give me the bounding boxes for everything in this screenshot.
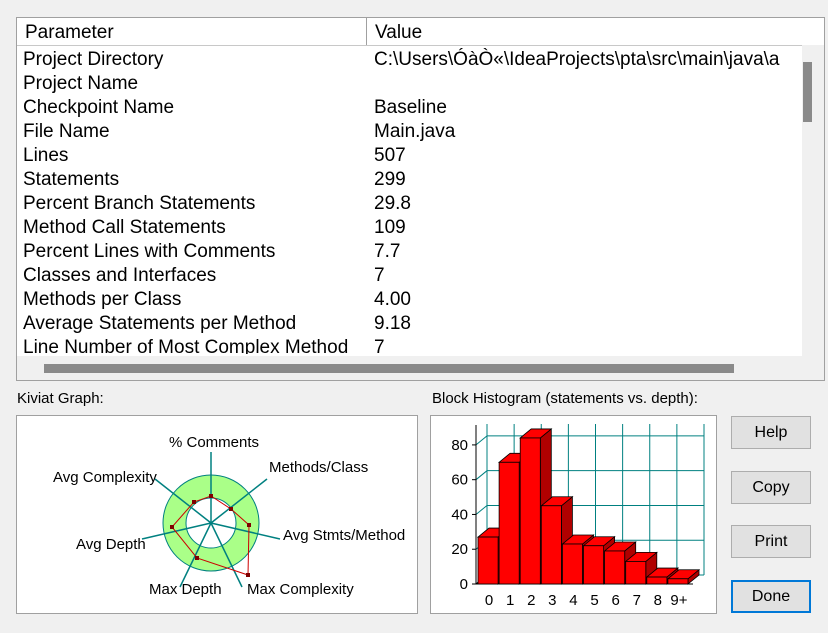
kiviat-svg: % Comments Methods/Class Avg Stmts/Metho… <box>53 434 405 598</box>
parameter-cell: Line Number of Most Complex Method <box>23 337 349 354</box>
x-tick-label: 6 <box>611 592 619 609</box>
parameter-cell: Statements <box>23 169 120 190</box>
x-tick-label: 3 <box>548 592 556 609</box>
y-tick-label: 80 <box>451 437 468 454</box>
table-row[interactable]: Line Number of Most Complex Method 7 <box>17 336 802 354</box>
table-row[interactable]: Classes and Interfaces 7 <box>17 264 802 288</box>
x-tick-label: 9+ <box>670 592 687 609</box>
x-tick-label: 0 <box>485 592 493 609</box>
table-row[interactable]: Percent Branch Statements 29.8 <box>17 192 802 216</box>
table-row[interactable]: File Name Main.java <box>17 120 802 144</box>
kiviat-graph-label: Kiviat Graph: <box>17 390 104 407</box>
value-cell: 9.18 <box>374 313 411 334</box>
kiviat-axis-label: Avg Stmts/Method <box>283 527 405 544</box>
parameter-cell: Method Call Statements <box>23 217 226 238</box>
print-button[interactable]: Print <box>731 525 811 558</box>
kiviat-points <box>170 494 251 577</box>
table-row[interactable]: Method Call Statements 109 <box>17 216 802 240</box>
table-row[interactable]: Percent Lines with Comments 7.7 <box>17 240 802 264</box>
grid-line <box>475 470 488 481</box>
table-row[interactable]: Project Directory C:\Users\ÓàÒ«\IdeaProje… <box>17 48 802 72</box>
parameter-cell: Classes and Interfaces <box>23 265 217 286</box>
horizontal-scroll-thumb[interactable] <box>44 364 734 373</box>
table-row[interactable]: Methods per Class 4.00 <box>17 288 802 312</box>
histogram-label: Block Histogram (statements vs. depth): <box>432 390 698 407</box>
table-row[interactable]: Statements 299 <box>17 168 802 192</box>
x-tick-label: 7 <box>633 592 641 609</box>
copy-button[interactable]: Copy <box>731 471 811 504</box>
value-cell: 7.7 <box>374 241 401 262</box>
column-header-value[interactable]: Value <box>375 22 423 43</box>
grid-line <box>475 435 488 446</box>
table-body: Project Directory C:\Users\ÓàÒ«\IdeaProje… <box>17 48 802 354</box>
parameter-cell: Project Directory <box>23 49 164 70</box>
done-button[interactable]: Done <box>731 580 811 613</box>
value-cell: C:\Users\ÓàÒ«\IdeaProjects\pta\src\main\… <box>374 49 780 70</box>
kiviat-axis-label: Avg Complexity <box>53 469 157 486</box>
kiviat-axis-label: Max Depth <box>149 581 222 598</box>
parameter-cell: Average Statements per Method <box>23 313 297 334</box>
y-tick-label: 60 <box>451 472 468 489</box>
parameter-cell: Project Name <box>23 73 139 94</box>
scrollbar-corner <box>802 356 824 380</box>
parameter-cell: Methods per Class <box>23 289 182 310</box>
value-cell: 4.00 <box>374 289 411 310</box>
kiviat-polygon <box>171 495 250 576</box>
value-cell: 7 <box>374 337 385 354</box>
value-cell: 507 <box>374 145 406 166</box>
value-cell: 29.8 <box>374 193 411 214</box>
metrics-table: Parameter Value Project Directory C:\User… <box>16 17 825 381</box>
x-tick-label: 2 <box>527 592 535 609</box>
kiviat-axes <box>141 452 281 588</box>
block-histogram: 80 60 40 20 0 0 1 2 3 4 5 6 7 8 9+ <box>430 415 717 614</box>
vertical-scroll-thumb[interactable] <box>803 62 812 122</box>
table-row[interactable]: Average Statements per Method 9.18 <box>17 312 802 336</box>
value-cell: 7 <box>374 265 385 286</box>
value-cell: Baseline <box>374 97 447 118</box>
table-row[interactable]: Project Name <box>17 72 802 96</box>
x-tick-label: 8 <box>654 592 662 609</box>
kiviat-axis-label: % Comments <box>169 434 259 451</box>
kiviat-axis-label: Avg Depth <box>76 536 146 553</box>
value-cell: 109 <box>374 217 406 238</box>
histogram-bar <box>666 568 701 585</box>
column-header-parameter[interactable]: Parameter <box>17 18 367 45</box>
value-cell: Main.java <box>374 121 456 142</box>
parameter-cell: File Name <box>23 121 110 142</box>
x-tick-label: 4 <box>569 592 577 609</box>
vertical-scrollbar[interactable] <box>802 45 824 365</box>
table-row[interactable]: Checkpoint Name Baseline <box>17 96 802 120</box>
table-header: Parameter Value <box>17 18 824 46</box>
parameter-cell: Checkpoint Name <box>23 97 175 118</box>
kiviat-axis-label: Max Complexity <box>247 581 354 598</box>
y-tick-label: 0 <box>460 576 468 593</box>
y-tick-label: 20 <box>451 541 468 558</box>
y-tick-label: 40 <box>451 506 468 523</box>
parameter-cell: Percent Lines with Comments <box>23 241 276 262</box>
kiviat-axis-label: Methods/Class <box>269 459 368 476</box>
table-row[interactable]: Lines 507 <box>17 144 802 168</box>
value-cell: 299 <box>374 169 406 190</box>
grid-line <box>475 505 488 515</box>
kiviat-graph: % Comments Methods/Class Avg Stmts/Metho… <box>16 415 418 614</box>
parameter-cell: Lines <box>23 145 69 166</box>
x-tick-label: 5 <box>590 592 598 609</box>
parameter-cell: Percent Branch Statements <box>23 193 256 214</box>
x-tick-label: 1 <box>506 592 514 609</box>
help-button[interactable]: Help <box>731 416 811 449</box>
